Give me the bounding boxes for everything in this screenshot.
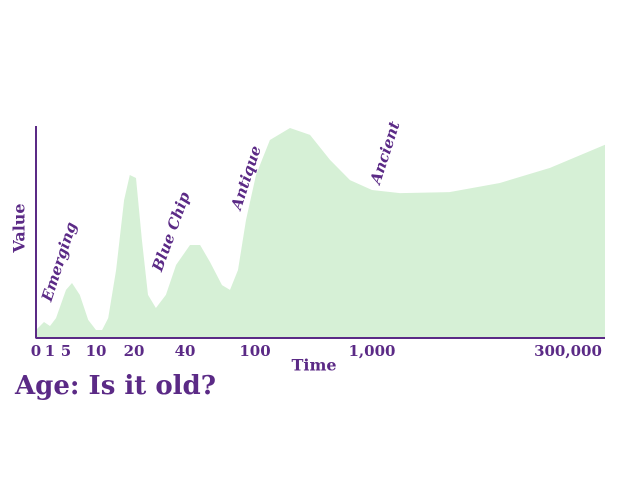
annotation: Ancient bbox=[366, 119, 404, 188]
x-tick-label: 10 bbox=[86, 342, 107, 360]
y-axis-label: Value bbox=[10, 203, 29, 253]
x-tick-label: 100 bbox=[239, 342, 270, 360]
x-tick-label: 0 bbox=[31, 342, 41, 360]
x-tick-label: 1 bbox=[45, 342, 55, 360]
chart-title: Age: Is it old? bbox=[14, 371, 216, 401]
x-tick-label: 40 bbox=[175, 342, 196, 360]
x-tick-label: 300,000 bbox=[534, 342, 602, 360]
x-tick-label: 20 bbox=[124, 342, 145, 360]
area bbox=[36, 128, 605, 338]
x-axis-label: Time bbox=[291, 356, 336, 375]
x-tick-label: 5 bbox=[61, 342, 71, 360]
x-tick-label: 1,000 bbox=[349, 342, 396, 360]
